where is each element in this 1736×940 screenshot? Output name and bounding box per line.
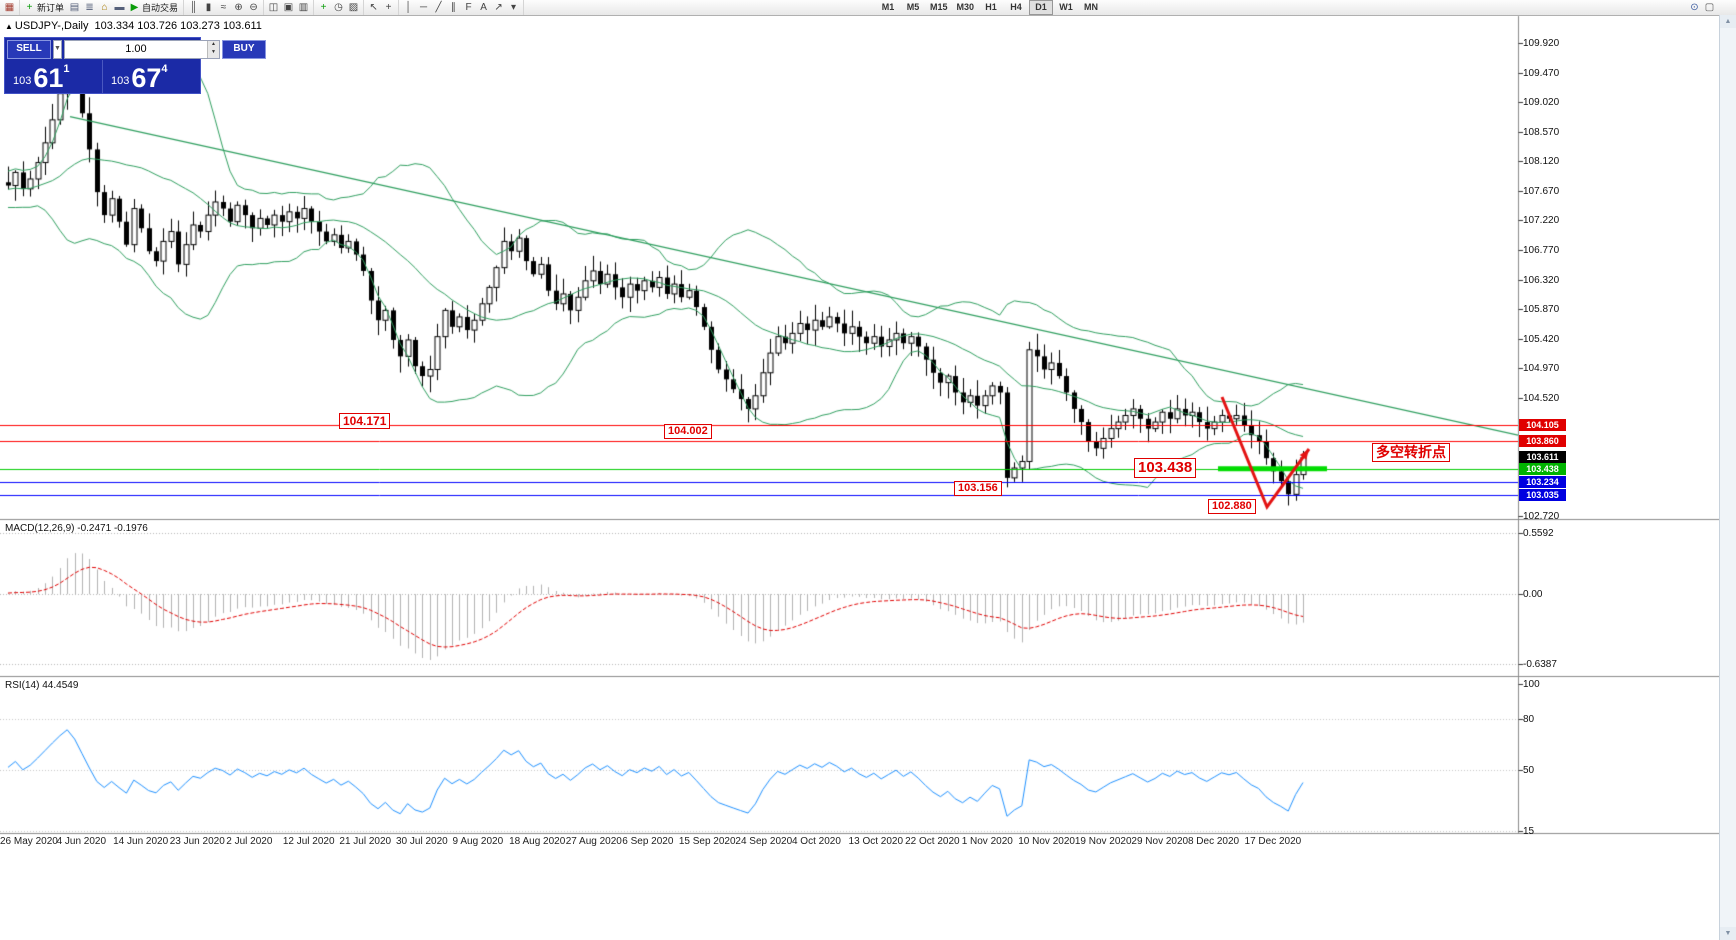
timeframe-h4[interactable]: H4: [1010, 2, 1022, 12]
chart-ohlc-header: ▲ USDJPY-,Daily 103.334 103.726 103.273 10…: [5, 20, 262, 32]
line-chart-icon[interactable]: ≈: [220, 1, 227, 13]
cascade-windows-icon[interactable]: ▣: [283, 1, 294, 13]
timeframe-w1[interactable]: W1: [1059, 2, 1073, 12]
timeframe-m1[interactable]: M1: [881, 2, 895, 12]
sell-price-button[interactable]: 103 61 1: [5, 60, 102, 93]
scroll-up-icon[interactable]: ▲: [1720, 15, 1736, 28]
chart-list-icon[interactable]: ▤: [69, 1, 80, 13]
objects-dropdown-icon[interactable]: ▾: [511, 1, 517, 13]
trade-panel-controls: SELL ▼ ▲ ▼ BUY: [5, 38, 266, 60]
timeframe-m30[interactable]: M30: [956, 2, 975, 12]
scroll-down-icon[interactable]: ▼: [1720, 927, 1736, 940]
sell-button[interactable]: SELL: [7, 39, 51, 59]
trade-panel-prices: 103 61 1 103 67 4: [5, 60, 200, 93]
collapse-panel-icon[interactable]: ▲: [5, 22, 13, 31]
add-indicator-icon[interactable]: +: [320, 1, 327, 13]
toolbar-group: ║ ▮ ≈ ⊕ ⊖: [184, 0, 265, 15]
volume-increase-button[interactable]: ▲: [207, 40, 219, 49]
vertical-line-icon[interactable]: │: [405, 1, 412, 13]
fullscreen-icon[interactable]: ▢: [1704, 1, 1715, 13]
volume-decrease-button[interactable]: ▼: [207, 49, 219, 58]
new-chart-icon[interactable]: ▦: [4, 1, 15, 13]
rsi-indicator-title: RSI(14) 44.4549: [5, 680, 79, 691]
auto-trading-icon[interactable]: ▶: [130, 1, 139, 13]
sell-price-pip: 1: [63, 63, 70, 75]
arrow-tool-icon[interactable]: ↗: [494, 1, 503, 13]
horizontal-line-icon[interactable]: ─: [419, 1, 428, 13]
buy-button[interactable]: BUY: [221, 39, 266, 59]
template-icon[interactable]: ▨: [348, 1, 359, 13]
arrange-windows-icon[interactable]: ▥: [298, 1, 309, 13]
volume-steppers: ▲ ▼: [206, 40, 219, 58]
timeframe-m15[interactable]: M15: [930, 2, 948, 12]
candle-chart-icon[interactable]: ▮: [205, 1, 212, 13]
auto-trading-label[interactable]: 自动交易: [142, 3, 179, 13]
toolbar: ▦ + 新订单 ▤ ≣ ⌂ ▬ ▶ 自动交易 ║ ▮ ≈ ⊕ ⊖ ◫ ▣ ▥ + ◷ ▨ ↖ + │ ─ ╱ ∥ F A ↗ ▾ M1 M5…: [0, 0, 1736, 16]
channel-icon[interactable]: ∥: [451, 1, 457, 13]
search-icon[interactable]: ⊙: [1690, 1, 1699, 13]
fibonacci-icon[interactable]: F: [465, 1, 472, 13]
zoom-in-icon[interactable]: ⊕: [234, 1, 243, 13]
vertical-scrollbar[interactable]: ▲ ▼: [1719, 15, 1736, 940]
toolbar-right-icons: ⊙ ▢: [1687, 1, 1717, 14]
toolbar-group: + 新订单 ▤ ≣ ⌂ ▬ ▶ 自动交易: [20, 0, 185, 15]
timeframe-h1[interactable]: H1: [985, 2, 997, 12]
new-order-label[interactable]: 新订单: [37, 3, 65, 13]
timeframe-toolbar: M1 M5 M15 M30 H1 H4 D1 W1 MN: [876, 0, 1103, 15]
toolbar-group: ◫ ▣ ▥: [264, 0, 315, 15]
timeframe-d1[interactable]: D1: [1029, 0, 1054, 15]
timeframe-m5[interactable]: M5: [906, 2, 920, 12]
toolbar-group: ↖ +: [364, 0, 400, 15]
symbol-title: USDJPY-,Daily: [14, 20, 89, 32]
toolbar-icon-groups: ▦ + 新订单 ▤ ≣ ⌂ ▬ ▶ 自动交易 ║ ▮ ≈ ⊕ ⊖ ◫ ▣ ▥ + ◷ ▨ ↖ + │ ─ ╱ ∥ F A ↗ ▾: [0, 0, 1736, 15]
ohlc-values: 103.334 103.726 103.273 103.611: [94, 20, 262, 32]
crosshair-icon[interactable]: +: [385, 1, 392, 13]
cursor-icon[interactable]: ↖: [369, 1, 378, 13]
timeframe-mn[interactable]: MN: [1084, 2, 1099, 12]
toolbar-group: │ ─ ╱ ∥ F A ↗ ▾: [399, 0, 525, 15]
zoom-out-icon[interactable]: ⊖: [249, 1, 258, 13]
tile-windows-icon[interactable]: ◫: [268, 1, 279, 13]
volume-preset-dropdown[interactable]: ▼: [53, 39, 62, 59]
market-watch-icon[interactable]: ≣: [85, 1, 94, 13]
terminal-icon[interactable]: ▬: [114, 1, 125, 13]
volume-field: ▲ ▼: [63, 39, 220, 59]
macd-indicator-title: MACD(12,26,9) -0.2471 -0.1976: [5, 523, 148, 534]
navigator-icon[interactable]: ⌂: [101, 1, 108, 13]
buy-price-pip: 4: [161, 63, 168, 75]
buy-price-prefix: 103: [111, 75, 130, 87]
sell-price-big: 61: [33, 63, 64, 93]
buy-price-big: 67: [131, 63, 162, 93]
period-icon[interactable]: ◷: [334, 1, 343, 13]
trendline-icon[interactable]: ╱: [435, 1, 442, 13]
bar-chart-icon[interactable]: ║: [189, 1, 198, 13]
volume-input[interactable]: [64, 40, 207, 58]
new-order-icon[interactable]: +: [26, 1, 33, 13]
text-icon[interactable]: A: [480, 1, 487, 13]
buy-price-button[interactable]: 103 67 4: [102, 60, 200, 93]
one-click-trading-panel: SELL ▼ ▲ ▼ BUY 103 61 1 103 67 4: [4, 37, 266, 94]
toolbar-group: + ◷ ▨: [314, 0, 365, 15]
sell-price-prefix: 103: [13, 75, 32, 87]
toolbar-group: ▦: [0, 0, 20, 15]
